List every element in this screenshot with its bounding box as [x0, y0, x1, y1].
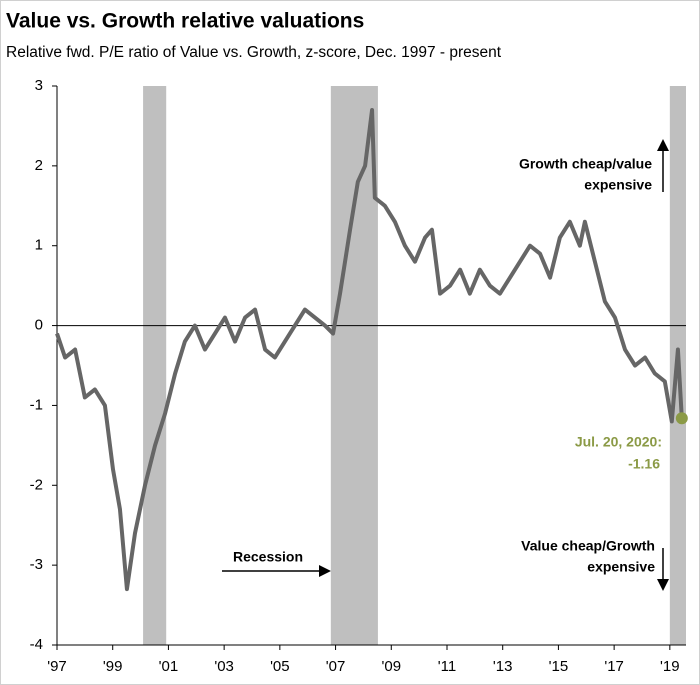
y-tick-label: -4	[30, 636, 43, 653]
x-tick-label: '19	[660, 658, 680, 675]
highlight-value: -1.16	[628, 456, 660, 472]
x-tick-label: '17	[604, 658, 624, 675]
chart-subtitle: Relative fwd. P/E ratio of Value vs. Gro…	[6, 44, 502, 61]
y-tick-label: 0	[35, 317, 43, 334]
x-tick-label: '05	[270, 658, 290, 675]
recession-band	[330, 86, 378, 645]
x-tick-label: '13	[493, 658, 513, 675]
x-tick-label: '09	[381, 658, 401, 675]
highlight-dot	[675, 412, 688, 425]
y-tick-label: 1	[35, 237, 43, 254]
recession-label: Recession	[233, 549, 303, 565]
x-tick-label: '97	[47, 658, 67, 675]
y-tick-label: 3	[35, 77, 43, 94]
y-tick-label: 2	[35, 157, 43, 174]
x-tick-label: '11	[438, 658, 456, 675]
annotation-down: expensive	[587, 559, 655, 575]
series-line	[55, 107, 684, 592]
y-tick-label: -3	[30, 556, 43, 573]
recession-band	[143, 86, 167, 645]
highlight-label: Jul. 20, 2020:	[575, 434, 662, 450]
x-tick-label: '07	[326, 658, 346, 675]
x-tick-label: '99	[103, 658, 123, 675]
chart-title: Value vs. Growth relative valuations	[6, 10, 364, 33]
annotation-up: Growth cheap/value	[519, 156, 652, 172]
annotation-up: expensive	[584, 177, 652, 193]
annotation-down: Value cheap/Growth	[521, 538, 655, 554]
y-tick-label: -2	[30, 476, 43, 493]
x-tick-label: '01	[159, 658, 179, 675]
y-tick-label: -1	[30, 396, 43, 413]
x-tick-label: '15	[549, 658, 569, 675]
x-tick-label: '03	[214, 658, 234, 675]
